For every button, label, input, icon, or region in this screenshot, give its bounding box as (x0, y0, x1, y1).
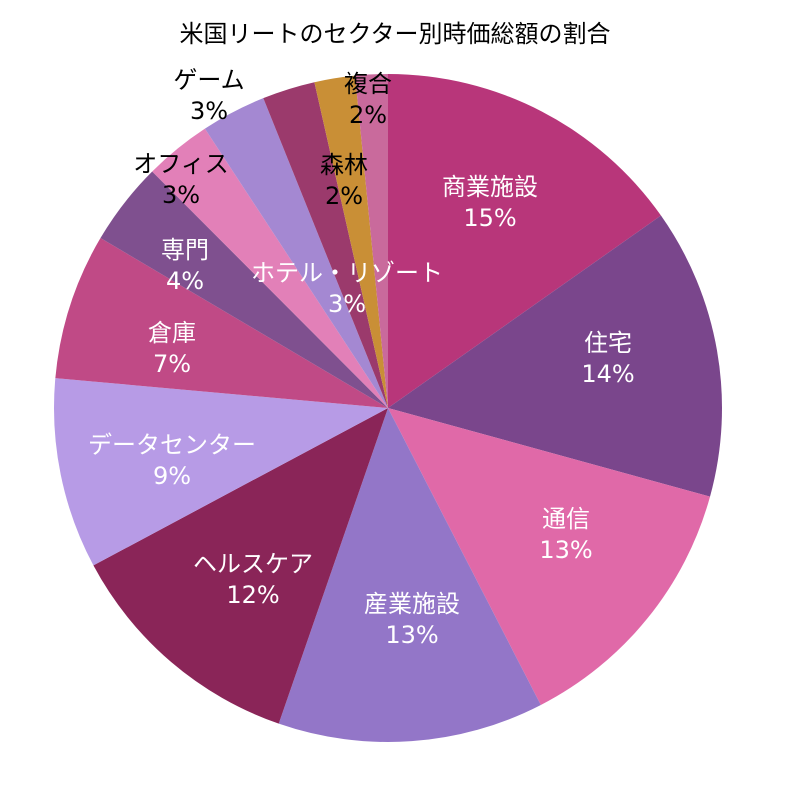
slice-percent-label: 3% (162, 181, 200, 209)
slice-percent-label: 15% (463, 204, 516, 232)
pie-slice (388, 215, 722, 497)
slice-percent-label: 4% (166, 267, 204, 295)
pie-slice (355, 74, 388, 408)
slice-name-label: ホテル・リゾート (251, 259, 443, 287)
slice-name-label: 専門 (161, 236, 209, 264)
pie-slice (100, 171, 388, 408)
pie-slice (278, 408, 541, 743)
slice-percent-label: 13% (539, 536, 592, 564)
slice-percent-label: 3% (328, 290, 366, 318)
slice-percent-label: 12% (226, 581, 279, 609)
slice-percent-label: 2% (349, 101, 387, 129)
pie-slice (55, 238, 389, 408)
slice-name-label: ヘルスケア (193, 550, 313, 578)
slice-name-label: データセンター (88, 431, 256, 459)
slice-name-label: 通信 (542, 505, 590, 533)
slice-percent-label: 7% (153, 350, 191, 378)
pie-slice (54, 378, 389, 566)
slice-name-label: 森林 (320, 151, 368, 179)
slice-name-label: オフィス (133, 150, 229, 178)
slice-percent-label: 2% (325, 182, 363, 210)
slice-name-label: 住宅 (584, 329, 632, 357)
chart-title: 米国リートのセクター別時価総額の割合 (179, 20, 611, 48)
pie-slice (152, 128, 388, 408)
pie-slice (388, 408, 711, 705)
slice-percent-label: 9% (153, 462, 191, 490)
pie-slice (93, 408, 388, 724)
slice-name-label: 複合 (344, 70, 392, 98)
slice-name-label: ゲーム (173, 66, 244, 94)
slice-name-label: 商業施設 (442, 173, 538, 201)
pie-slice (263, 82, 388, 409)
slice-percent-label: 13% (385, 621, 438, 649)
slice-percent-label: 3% (190, 97, 228, 125)
slice-percent-label: 14% (581, 360, 634, 388)
pie-slice (388, 74, 661, 408)
slice-name-label: 倉庫 (148, 319, 196, 347)
pie-slice (204, 98, 388, 408)
pie-slice (314, 75, 388, 408)
slice-name-label: 産業施設 (364, 590, 460, 618)
